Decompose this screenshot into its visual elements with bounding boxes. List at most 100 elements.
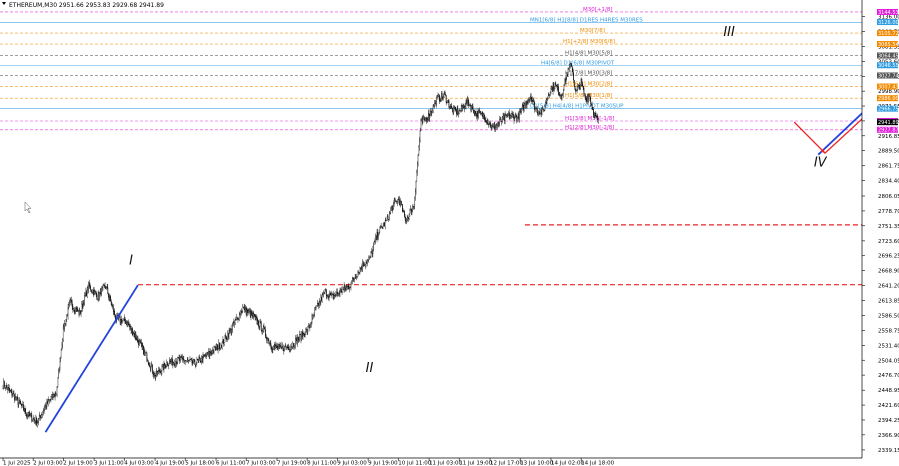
candle-body [276,346,278,348]
candle-body [347,286,348,288]
candle-body [171,357,172,363]
candle-body [278,347,279,349]
candle-body [90,286,92,291]
candle-body [149,364,150,367]
candle-body [519,111,520,121]
candle-body [516,116,518,121]
candle-body [443,96,444,99]
candle-body [45,404,47,408]
candle-body [597,116,598,120]
candle-body [249,311,251,318]
candle-body [14,396,16,401]
candle-body [156,370,158,375]
candle-body [323,291,325,294]
candle-body [38,418,39,423]
dropdown-triangle-icon[interactable] [2,2,6,5]
candle-body [486,120,488,123]
candle-body [433,104,435,108]
candle-body [86,291,87,297]
candle-body [257,320,259,325]
candle-body [558,86,559,95]
candle-body [284,345,285,352]
candle-body [436,97,437,106]
candle-body [225,335,226,337]
candle-body [69,302,70,306]
candle-body [246,309,248,315]
y-tick-label: 2448.95 [878,388,899,394]
candle-body [443,93,445,97]
x-tick-label: 7 Jul 19:00 [277,461,307,466]
candle-body [72,306,74,310]
candle-body [424,118,426,120]
y-tick-label: 3136.00 [878,15,899,21]
candle-body [469,104,470,107]
x-tick-label: 7 Jul 03:00 [246,461,276,466]
y-tick-label: 2916.85 [878,134,899,140]
candle-body [557,86,559,89]
candle-body [88,282,90,287]
candle-body [503,115,505,118]
candle-body [341,289,342,293]
candle-body [585,97,587,100]
y-tick-label: 2339.15 [878,448,899,454]
x-tick-label: 4 Jul 19:00 [155,461,185,466]
candle-body [561,95,563,98]
price-axis [861,0,899,466]
candle-body [87,287,89,291]
candle-body [477,111,479,118]
candle-body [252,313,254,317]
candle-body [18,402,20,405]
candle-body [566,74,568,77]
candle-body [456,108,458,115]
candle-body [265,328,266,336]
candle-body [597,119,599,121]
y-tick-label: 2394.25 [878,418,899,424]
candle-body [261,330,263,332]
candle-body [500,118,502,122]
candle-body [221,341,223,348]
candle-body [399,200,401,206]
candle-body [457,108,459,115]
candle-body [348,286,350,290]
candle-body [130,326,131,328]
candle-body [330,293,332,296]
candle-body [531,100,533,102]
candle-body [137,337,139,342]
candle-body [290,347,292,350]
y-tick-label: 2834.40 [878,179,899,185]
candle-body [79,310,81,315]
candle-body [77,310,79,312]
candle-body [414,198,416,207]
candle-body [467,97,469,103]
candle-body [509,115,511,119]
candle-body [86,287,88,297]
candle-body [171,357,173,365]
candle-body [390,210,392,213]
candle-body [48,399,50,401]
candle-body [393,200,395,204]
candle-body [47,399,49,404]
candle-body [338,292,340,295]
candle-body [57,377,59,388]
candle-body [382,225,384,229]
candle-body [251,313,253,316]
candle-body [275,344,276,346]
candle-body [418,147,420,156]
candle-body [353,278,355,280]
candle-body [56,386,58,394]
candle-body [336,292,337,295]
candle-body [27,415,29,417]
candle-body [328,296,329,299]
price-badge-label: 3144.53 [878,10,899,16]
candle-body [273,345,275,348]
candle-body [132,333,134,336]
candle-body [25,408,26,414]
candle-body [218,342,220,349]
y-tick-label: 2613.85 [878,299,899,305]
candle-body [529,98,531,100]
candle-body [217,344,218,351]
candle-body [534,108,536,110]
candle-body [91,290,92,292]
candle-body [248,310,250,312]
